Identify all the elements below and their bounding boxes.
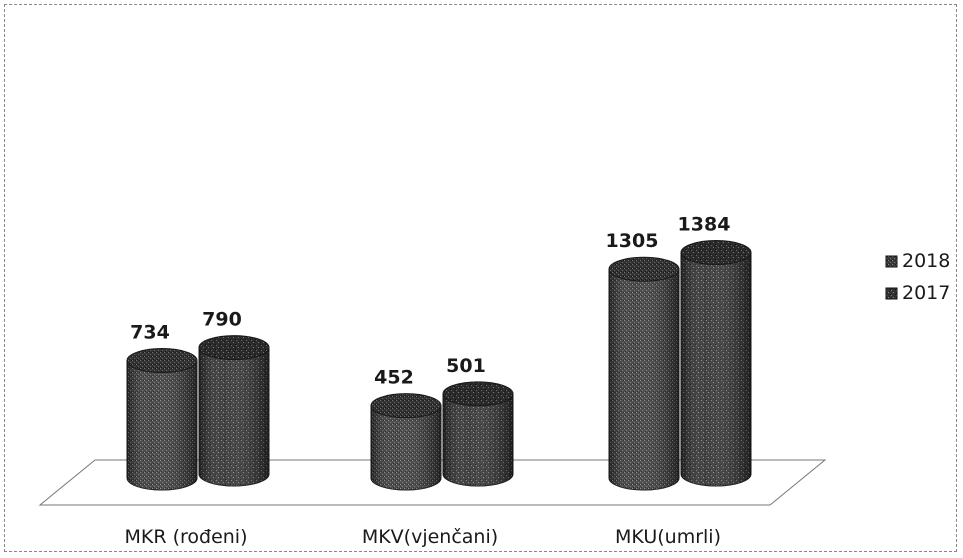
category-label-2: MKU(umrli) <box>615 526 721 548</box>
legend-item-2017: 2017 <box>885 282 950 304</box>
bars-layer <box>126 240 752 491</box>
bar-2017-2 <box>680 240 752 487</box>
legend-swatch-2017 <box>885 287 898 300</box>
data-label-2017-1: 501 <box>446 355 486 377</box>
data-labels-layer: 734 790 452 501 1305 1384 <box>130 214 730 389</box>
data-label-2018-0: 734 <box>130 322 170 344</box>
data-label-2017-2: 1384 <box>678 214 731 236</box>
bar-2018-0 <box>126 348 198 491</box>
bar-2018-2 <box>608 256 680 491</box>
data-label-2017-0: 790 <box>202 309 242 331</box>
legend-label-2017: 2017 <box>902 282 950 304</box>
data-label-2018-1: 452 <box>374 367 414 389</box>
data-label-2018-2: 1305 <box>606 230 659 252</box>
bar-2018-1 <box>370 393 442 491</box>
bar-2017-0 <box>198 335 270 487</box>
category-label-1: MKV(vjenčani) <box>362 526 498 548</box>
legend-item-2018: 2018 <box>885 250 950 272</box>
category-label-0: MKR (rođeni) <box>124 526 247 548</box>
legend-label-2018: 2018 <box>902 250 950 272</box>
legend: 2018 2017 <box>885 250 950 304</box>
legend-swatch-2018 <box>885 255 898 268</box>
chart-floor <box>38 459 827 506</box>
category-labels-layer: MKR (rođeni) MKV(vjenčani) MKU(umrli) <box>124 526 721 548</box>
bar-2017-1 <box>442 381 514 487</box>
